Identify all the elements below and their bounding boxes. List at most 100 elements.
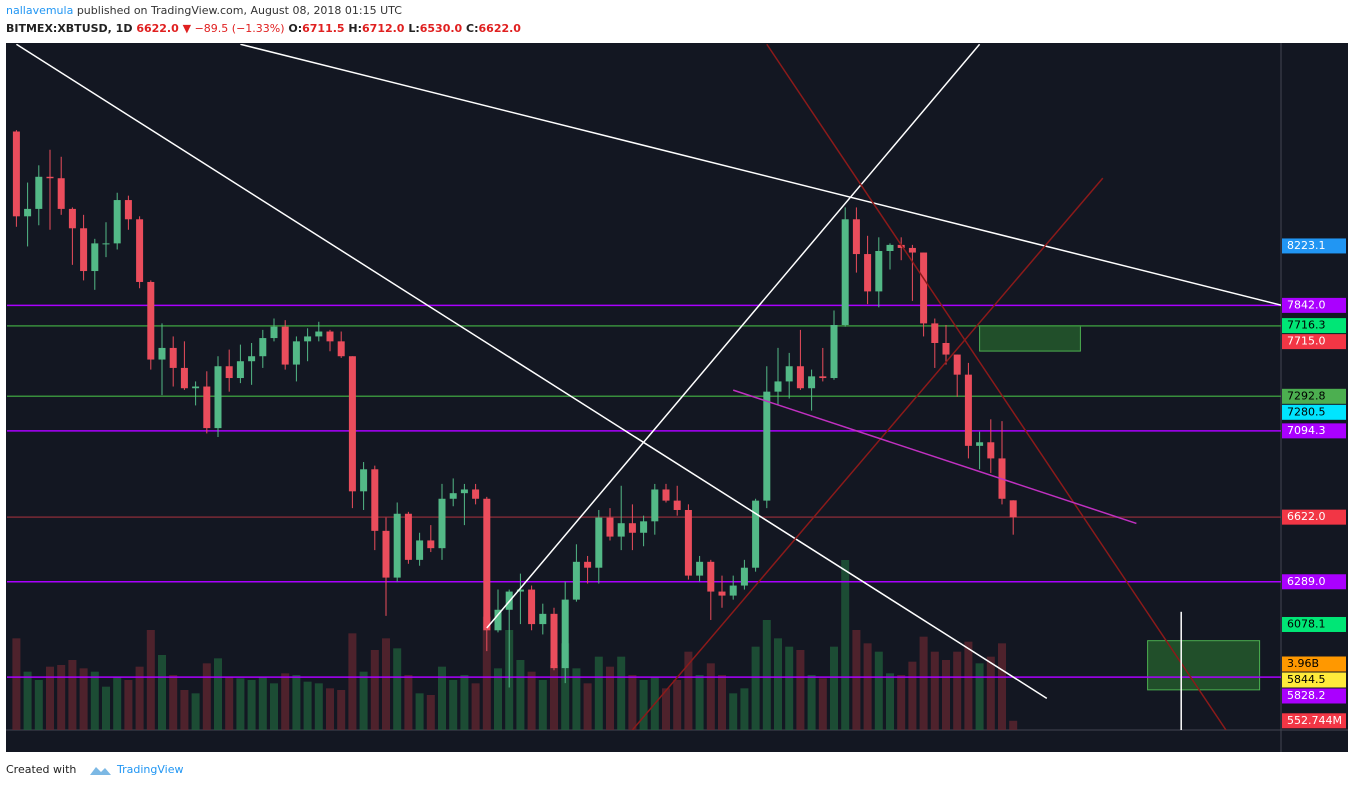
volume-bar — [326, 688, 334, 730]
volume-bar — [202, 663, 211, 730]
candle-body — [796, 366, 804, 389]
volume-bar — [930, 651, 939, 730]
candle-body — [550, 613, 558, 669]
volume-bar — [292, 675, 301, 730]
symbol: BITMEX:XBTUSD, 1D — [6, 22, 132, 35]
volume-bar — [852, 630, 861, 730]
price-tag — [1282, 238, 1346, 254]
open-value: 6711.5 — [302, 22, 344, 35]
price-tag-label: 7715.0 — [1287, 335, 1326, 348]
candle-body — [371, 469, 379, 531]
volume-bar — [830, 646, 838, 730]
volume-bar — [482, 616, 491, 730]
candle-body — [360, 469, 368, 492]
volume-bar — [404, 675, 413, 730]
chart-background — [6, 43, 1348, 752]
candle-body — [169, 347, 177, 368]
candle-body — [404, 513, 412, 560]
volume-bar — [281, 673, 290, 730]
volume-bar — [673, 680, 682, 730]
volume-bar — [718, 675, 726, 730]
volume-bar — [841, 560, 850, 730]
candle-body — [752, 500, 760, 568]
candle-body — [640, 521, 648, 533]
volume-bar — [774, 638, 782, 730]
price-tag-label: 5844.5 — [1287, 673, 1326, 686]
candle-body — [483, 498, 491, 631]
candle-body — [976, 442, 984, 446]
change: ▼ −89.5 (−1.33%) — [183, 22, 285, 35]
volume-bar — [270, 683, 278, 730]
volume-bar — [964, 641, 973, 730]
published: published on TradingView.com, August 08,… — [73, 4, 402, 17]
candle-body — [449, 493, 457, 499]
candle-body — [438, 498, 446, 549]
trend-line — [732, 389, 1137, 525]
candle-body — [102, 243, 110, 245]
candle-body — [528, 589, 536, 625]
candle-body — [416, 540, 424, 560]
volume-bar — [68, 660, 77, 730]
trend-line — [240, 44, 1281, 306]
volume-bar — [986, 656, 995, 730]
volume-bar — [639, 680, 648, 730]
price-tag-label: 5828.2 — [1287, 689, 1326, 702]
candle-body — [326, 331, 334, 342]
candle-body — [348, 356, 356, 492]
footer-brand[interactable]: TradingView — [116, 763, 183, 776]
candle-body — [572, 561, 580, 600]
trend-line — [486, 44, 981, 629]
candle-body — [427, 540, 435, 549]
candle-body — [819, 376, 827, 379]
candle-body — [203, 386, 211, 429]
volume-bar — [393, 648, 402, 730]
volume-bar — [628, 675, 637, 730]
volume-bar — [449, 680, 458, 730]
volume-bar — [863, 643, 872, 730]
candle-body — [460, 489, 468, 494]
candle-body — [729, 585, 737, 596]
candle-body — [852, 219, 860, 255]
candle-body — [920, 252, 928, 324]
candle-body — [80, 228, 88, 272]
candle-body — [35, 176, 43, 209]
candle-body — [57, 178, 65, 209]
volume-bar — [975, 663, 984, 730]
volume-bar — [314, 683, 323, 730]
volume-bar — [348, 633, 357, 730]
volume-bar — [102, 686, 110, 730]
trend-line — [631, 177, 1104, 730]
volume-bar — [90, 671, 99, 730]
price-tag — [1282, 574, 1346, 590]
price-tag — [1282, 404, 1346, 420]
candle-body — [248, 356, 256, 362]
candle-body — [516, 589, 524, 592]
volume-bar — [561, 643, 570, 730]
candle-body — [897, 244, 905, 248]
tradingview-logo[interactable] — [90, 767, 111, 775]
volume-bar — [438, 666, 446, 730]
candle-body — [259, 338, 267, 357]
candle-body — [225, 366, 233, 379]
volume-bar — [426, 695, 435, 730]
price-tag-label: 6289.0 — [1287, 575, 1326, 588]
price-tag-label: 552.744M — [1287, 714, 1342, 727]
candle-body — [393, 513, 401, 578]
candle-body — [662, 489, 670, 501]
candle-body — [673, 500, 681, 510]
candle-body — [785, 366, 793, 382]
candle-body — [292, 341, 300, 365]
price-tag — [1282, 688, 1346, 704]
candle-body — [841, 219, 849, 326]
candle-body — [136, 219, 144, 282]
volume-bar — [594, 656, 603, 730]
price-tag — [1282, 616, 1346, 632]
volume-bar — [1009, 720, 1018, 730]
low-key: L: — [408, 22, 419, 35]
volume-bar — [998, 643, 1006, 730]
volume-bar — [785, 646, 794, 730]
candle-body — [494, 609, 502, 631]
candle-body — [808, 376, 816, 389]
